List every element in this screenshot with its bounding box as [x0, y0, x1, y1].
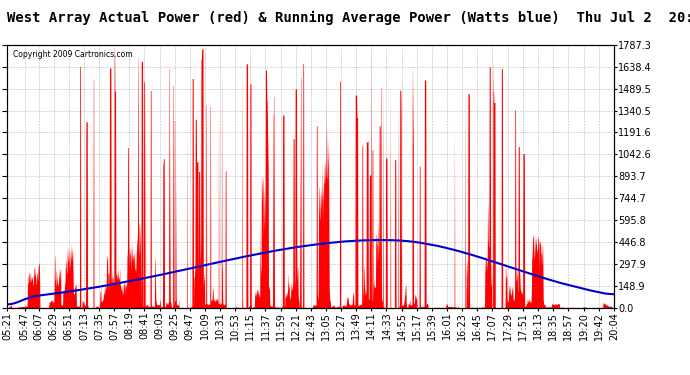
Text: West Array Actual Power (red) & Running Average Power (Watts blue)  Thu Jul 2  2: West Array Actual Power (red) & Running … — [7, 11, 690, 26]
Text: Copyright 2009 Cartronics.com: Copyright 2009 Cartronics.com — [13, 50, 132, 59]
